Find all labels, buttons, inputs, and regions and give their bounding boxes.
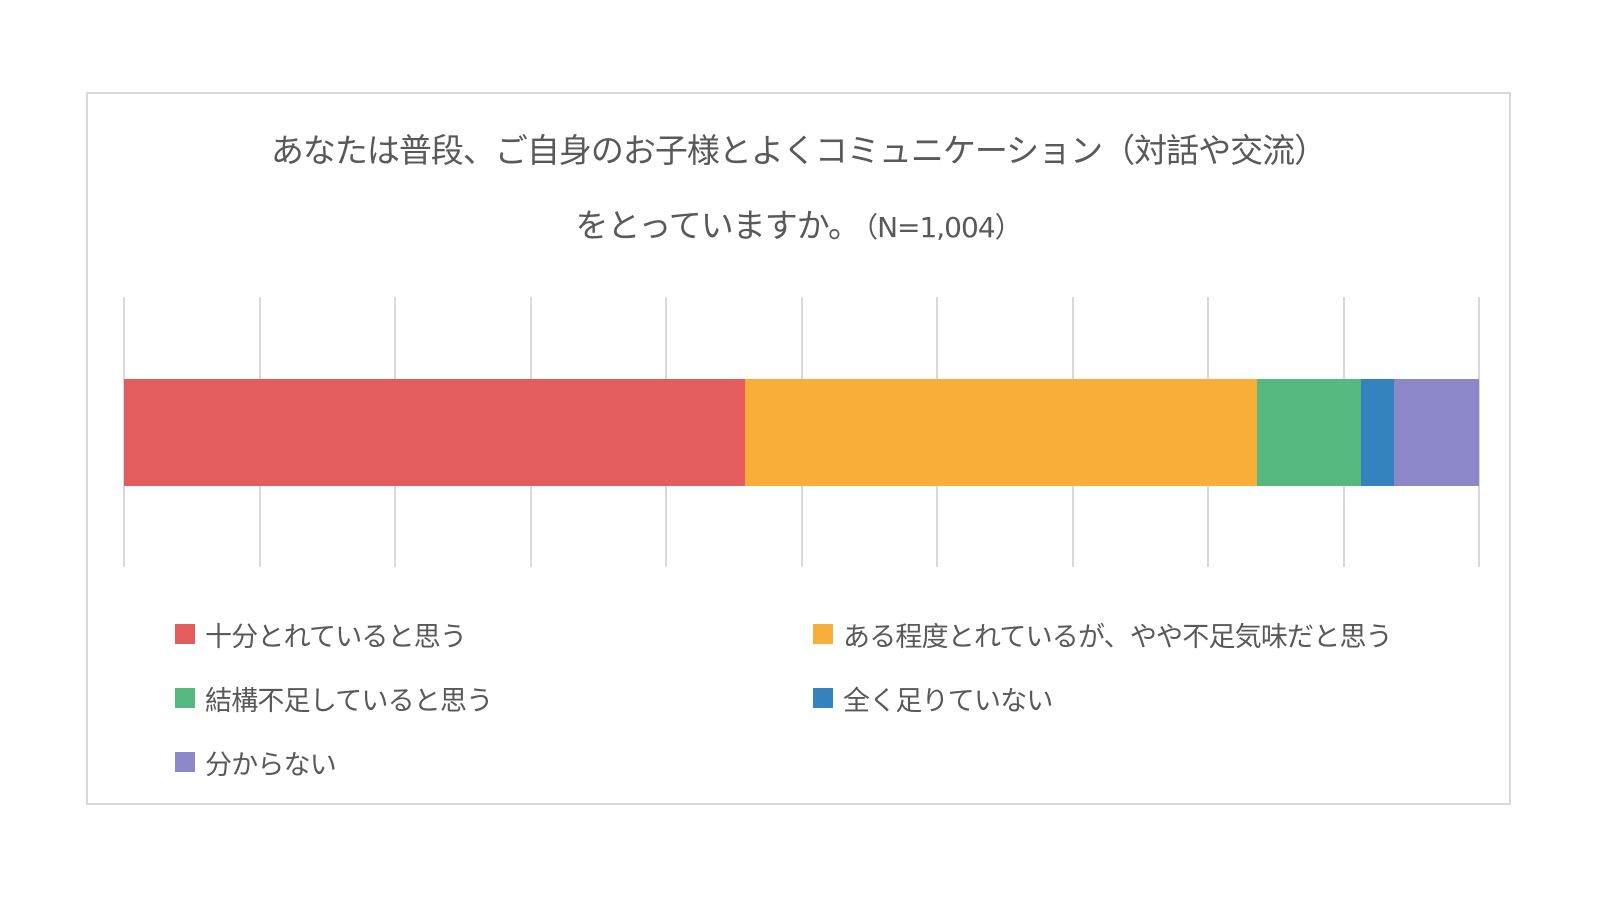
legend-item-not-at-all: 全く足りていない (813, 680, 1495, 717)
legend-label: 全く足りていない (843, 685, 1053, 717)
bar-segment-1 (744, 379, 1257, 486)
legend-item-quite-insufficient: 結構不足していると思う (175, 680, 813, 717)
plot-area (123, 297, 1480, 567)
chart-title-question-end: をとっていますか。 (575, 206, 861, 245)
chart-title-line-1: あなたは普段、ご自身のお子様とよくコミュニケーション（対話や交流） (270, 131, 1327, 170)
gridline (1478, 297, 1480, 567)
legend-label: 結構不足していると思う (205, 685, 493, 717)
legend-swatch-quite-insufficient (175, 688, 195, 708)
bar-segment-4 (1393, 379, 1479, 486)
sample-size-label: （N=1,004） (864, 211, 1023, 244)
legend-item-somewhat-insufficient: ある程度とれているが、やや不足気味だと思う (813, 616, 1495, 653)
legend-label: 分からない (205, 749, 337, 781)
legend-swatch-somewhat-insufficient (813, 624, 833, 644)
legend-item-sufficient: 十分とれていると思う (175, 616, 813, 653)
legend-item-dont-know: 分からない (175, 744, 813, 781)
chart-title-line-2: をとっていますか。 （N=1,004） (88, 204, 1509, 250)
bar-segment-2 (1256, 379, 1362, 486)
chart-frame: あなたは普段、ご自身のお子様とよくコミュニケーション（対話や交流） をとっていま… (86, 92, 1511, 805)
legend-swatch-sufficient (175, 624, 195, 644)
legend: 十分とれていると思う ある程度とれているが、やや不足気味だと思う 結構不足してい… (175, 616, 1495, 781)
legend-swatch-not-at-all (813, 688, 833, 708)
bar-segment-0 (124, 379, 745, 486)
stacked-bar (124, 379, 1479, 486)
bar-segment-3 (1361, 379, 1394, 486)
legend-label: 十分とれていると思う (205, 621, 467, 653)
legend-label: ある程度とれているが、やや不足気味だと思う (843, 621, 1393, 653)
legend-swatch-dont-know (175, 752, 195, 772)
